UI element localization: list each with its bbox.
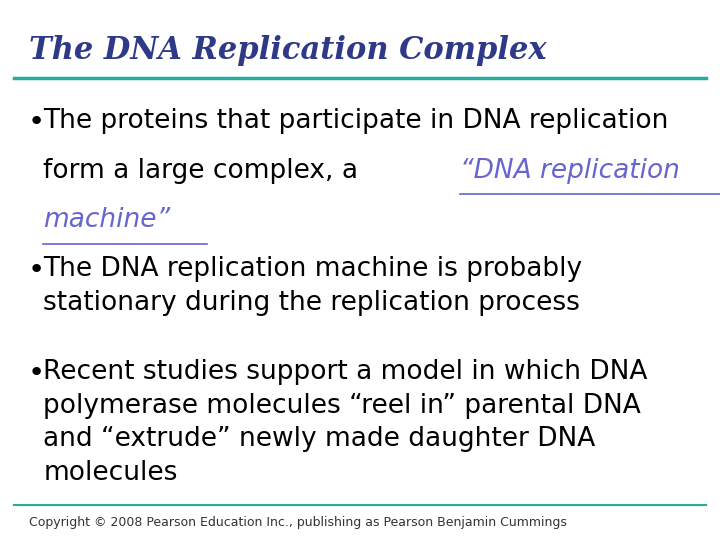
Text: Recent studies support a model in which DNA
polymerase molecules “reel in” paren: Recent studies support a model in which … xyxy=(43,359,647,486)
Text: machine”: machine” xyxy=(43,207,171,233)
Text: The DNA replication machine is probably
stationary during the replication proces: The DNA replication machine is probably … xyxy=(43,256,582,316)
Text: form a large complex, a: form a large complex, a xyxy=(43,158,366,184)
Text: •: • xyxy=(27,256,45,285)
Text: •: • xyxy=(27,359,45,387)
Text: Copyright © 2008 Pearson Education Inc., publishing as Pearson Benjamin Cummings: Copyright © 2008 Pearson Education Inc.,… xyxy=(29,516,567,529)
Text: form a large complex, a: form a large complex, a xyxy=(43,158,366,184)
Text: The proteins that participate in DNA replication: The proteins that participate in DNA rep… xyxy=(43,108,669,134)
Text: The DNA Replication Complex: The DNA Replication Complex xyxy=(29,35,546,66)
Text: •: • xyxy=(27,108,45,136)
Text: “DNA replication: “DNA replication xyxy=(461,158,680,184)
